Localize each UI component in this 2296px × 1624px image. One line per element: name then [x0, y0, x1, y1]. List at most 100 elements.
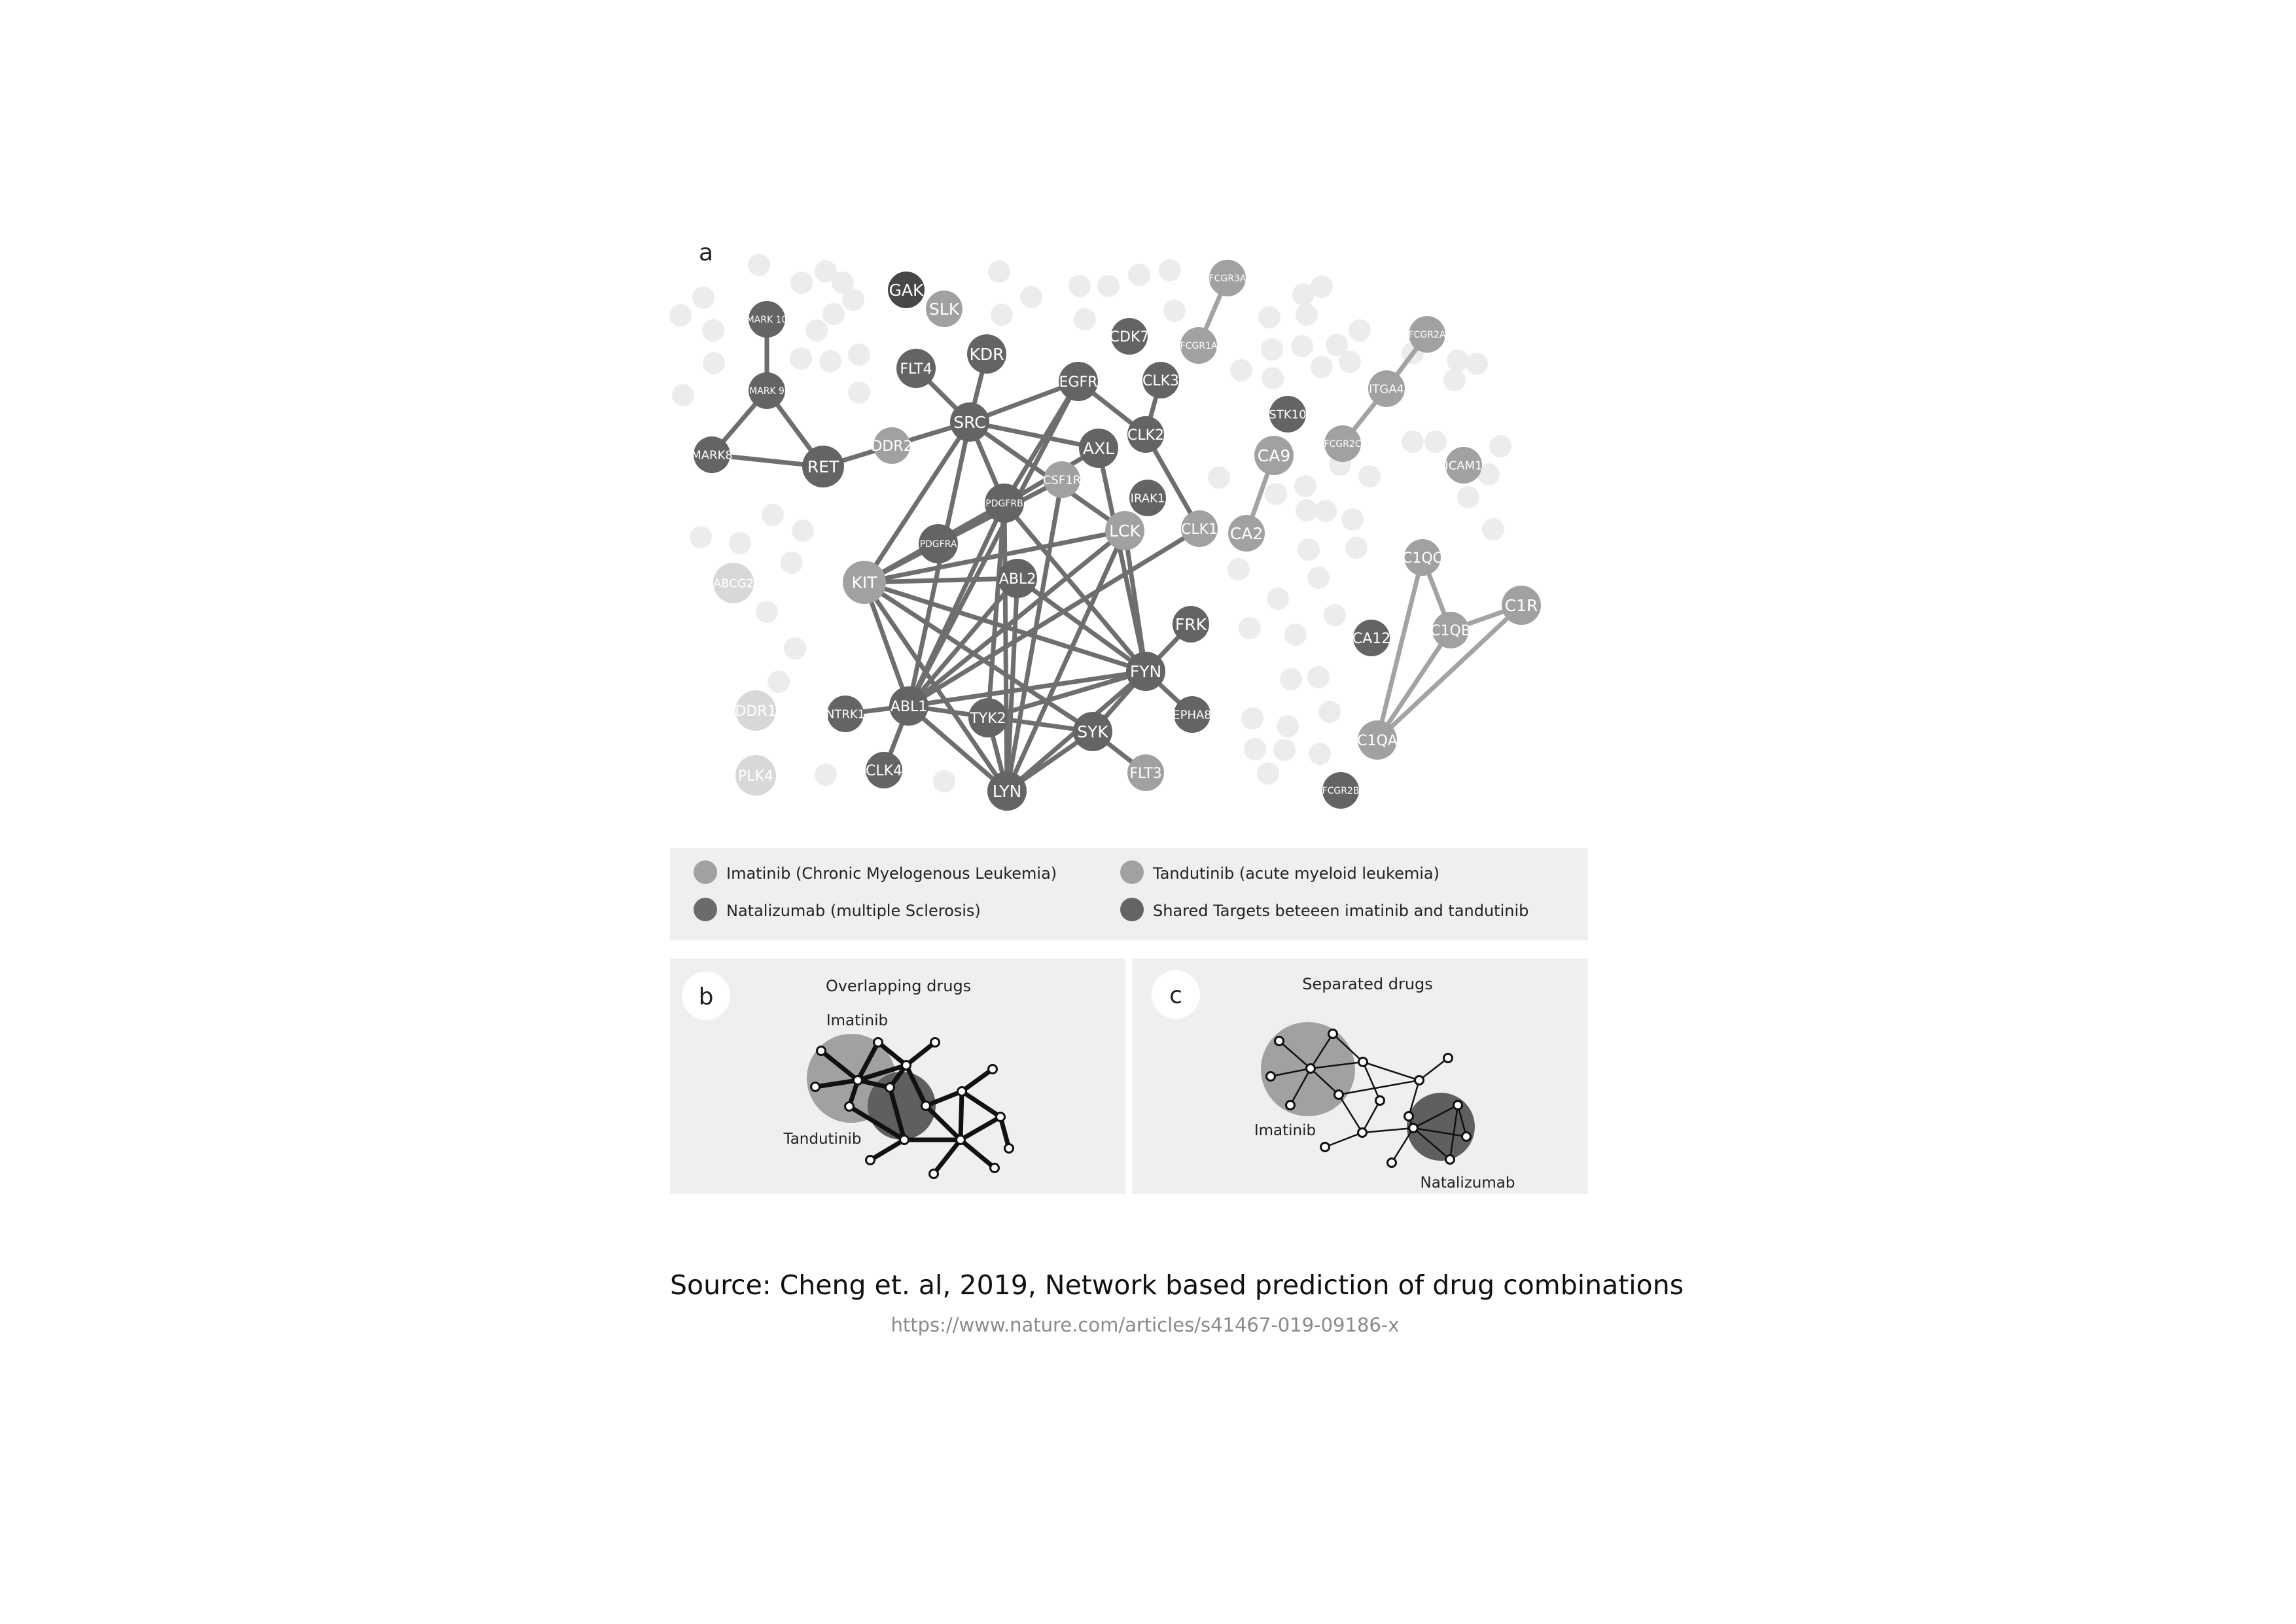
- node-egfr: EGFR: [1059, 362, 1098, 401]
- node-label: FLT4: [900, 361, 932, 378]
- edge-fyn-abl1: [906, 669, 1148, 709]
- background-node: [1424, 431, 1447, 453]
- node-ntrk1: NTRK1: [826, 696, 865, 732]
- node-label: CA12: [1352, 631, 1390, 647]
- node-label: ABCG2: [713, 576, 754, 590]
- background-node: [1241, 707, 1263, 730]
- mini-node: [921, 1101, 931, 1111]
- node-label: ICAM1: [1445, 459, 1482, 472]
- mini-edge: [819, 1049, 860, 1082]
- background-node: [1447, 349, 1469, 372]
- node-circle: [1142, 362, 1179, 398]
- node-stk10: STK10: [1269, 396, 1307, 432]
- mini-edge: [1338, 1079, 1420, 1096]
- node-circle: [735, 755, 776, 796]
- node-label: FYN: [1130, 662, 1161, 681]
- mini-edge: [961, 1089, 1002, 1119]
- node-fyn: FYN: [1126, 652, 1165, 691]
- node-circle: [1105, 511, 1144, 550]
- mini-node: [1274, 1036, 1284, 1046]
- source-caption: Source: Cheng et. al, 2019, Network base…: [670, 1269, 1684, 1301]
- node-circle: [1358, 720, 1397, 760]
- mini-node: [901, 1060, 911, 1070]
- node-label: C1QC: [1402, 550, 1443, 567]
- node-clk3: CLK3: [1142, 362, 1179, 398]
- background-node: [1309, 743, 1331, 765]
- node-circle: [896, 349, 936, 388]
- node-csf1r: CSF1R: [1043, 461, 1081, 498]
- legend-swatch-tandutinib: [1120, 860, 1144, 884]
- node-lck: LCK: [1105, 511, 1144, 550]
- background-node: [848, 344, 870, 366]
- mini-edge: [1407, 1080, 1421, 1117]
- panel-a-letter: a: [699, 239, 713, 266]
- node-flt4: FLT4: [896, 349, 936, 388]
- background-node: [1265, 483, 1287, 505]
- background-node: [1457, 486, 1479, 508]
- node-slk: SLK: [926, 291, 963, 327]
- node-label: PDGFRA: [920, 539, 957, 550]
- node-label: C1QB: [1430, 623, 1471, 639]
- background-node: [790, 347, 812, 370]
- mini-edge: [1362, 1061, 1420, 1082]
- background-node: [748, 254, 770, 276]
- node-circle: [1127, 754, 1164, 791]
- node-label: PDGFRB: [985, 499, 1023, 509]
- background-node: [933, 770, 955, 792]
- mini-node: [865, 1155, 875, 1165]
- source-url[interactable]: https://www.nature.com/articles/s41467-0…: [891, 1314, 1400, 1336]
- panel-c-title: Separated drugs: [1302, 975, 1433, 993]
- mini-node: [1443, 1053, 1453, 1063]
- node-label: FCGR2A: [1409, 330, 1446, 340]
- panel-c-letter: c: [1169, 982, 1182, 1009]
- background-node: [672, 384, 694, 406]
- node-circle: [998, 559, 1037, 598]
- legend-label-imatinib: Imatinib (Chronic Myelogenous Leukemia): [726, 864, 1057, 883]
- edge-c1qc-c1qa: [1375, 555, 1425, 743]
- mini-edge: [1419, 1057, 1449, 1081]
- node-abl1: ABL1: [889, 686, 928, 726]
- mini-edge: [1310, 1068, 1339, 1095]
- background-node: [1466, 353, 1488, 375]
- node-mark9: MARK 9: [749, 372, 785, 409]
- background-node: [1318, 701, 1341, 723]
- mini-node: [873, 1037, 883, 1048]
- background-node: [1296, 499, 1318, 521]
- mini-node: [853, 1075, 863, 1086]
- panel-a-network: a GAK SLK MARK 10 MARK 9 MARK8 RET DDR2 FLT4 KDR…: [669, 239, 1541, 811]
- mini-node: [1386, 1157, 1397, 1168]
- background-node: [1489, 435, 1511, 457]
- mini-node: [816, 1046, 826, 1056]
- edge-lck-lyn: [1004, 528, 1127, 794]
- mini-edge: [960, 1067, 995, 1093]
- mini-edge: [857, 1063, 908, 1083]
- mini-node: [955, 1135, 966, 1145]
- node-circle: [1368, 370, 1405, 407]
- mini-node: [1404, 1111, 1414, 1121]
- node-circle: [749, 372, 785, 409]
- background-nodes: [669, 254, 1511, 792]
- mini-node: [885, 1082, 895, 1093]
- node-circle: [967, 334, 1006, 374]
- node-fcgr3a: FCGR3A: [1209, 260, 1246, 296]
- node-label: IRAK1: [1131, 491, 1165, 505]
- edge-abl1-lyn: [906, 703, 1010, 794]
- node-label: TYK2: [969, 711, 1006, 727]
- background-node: [1277, 715, 1299, 737]
- node-label: FCGR2B: [1322, 786, 1360, 796]
- node-circle: [1404, 539, 1441, 576]
- legend-label-natalizumab: Natalizumab (multiple Sclerosis): [726, 902, 981, 920]
- node-fcgr2a: FCGR2A: [1409, 316, 1446, 353]
- background-node: [815, 764, 837, 786]
- mini-node: [1453, 1100, 1463, 1110]
- background-node: [1477, 463, 1500, 485]
- node-label: STK10: [1269, 408, 1306, 421]
- mini-edge: [869, 1137, 906, 1163]
- mini-edge: [815, 1078, 858, 1089]
- edge-src-kit: [862, 419, 972, 585]
- node-abcg2: ABCG2: [713, 563, 754, 603]
- node-c1qc: C1QC: [1402, 539, 1443, 576]
- node-circle: [1180, 327, 1217, 364]
- node-syk: SYK: [1073, 712, 1112, 751]
